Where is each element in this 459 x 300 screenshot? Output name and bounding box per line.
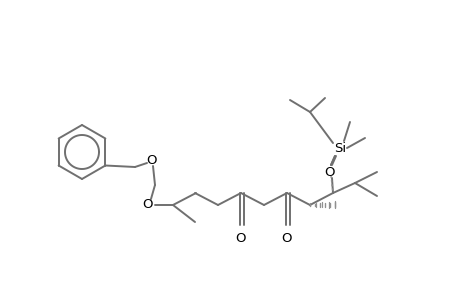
- Text: O: O: [324, 166, 335, 178]
- Text: Si: Si: [333, 142, 345, 154]
- Text: O: O: [142, 199, 153, 212]
- Text: O: O: [235, 232, 246, 244]
- Text: O: O: [146, 154, 157, 166]
- Text: O: O: [281, 232, 291, 244]
